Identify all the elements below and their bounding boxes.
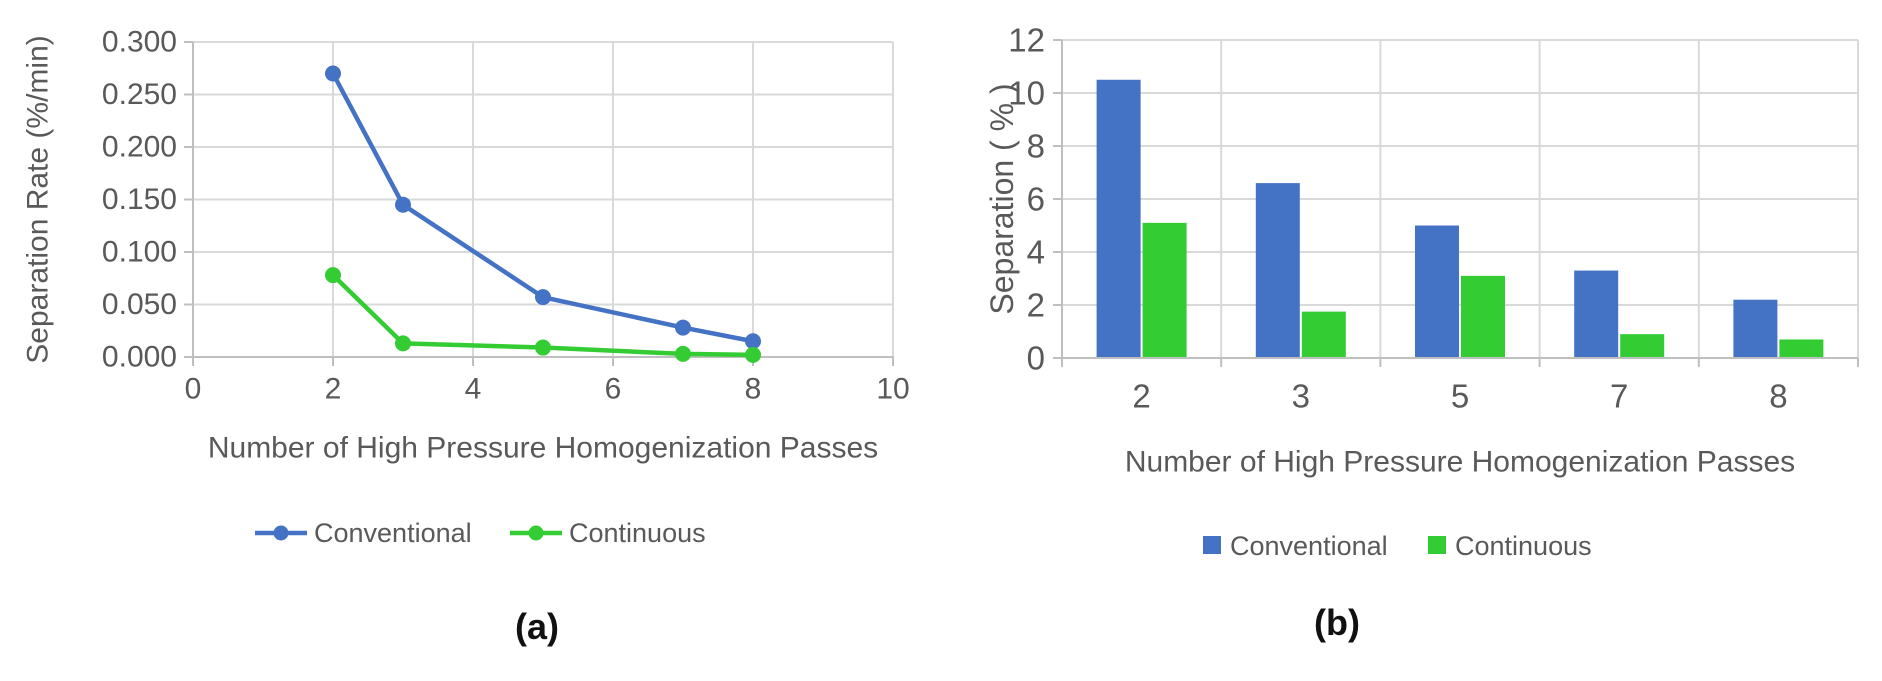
legend-marker-point [273, 525, 289, 541]
y-tick-label: 0 [1027, 340, 1045, 377]
data-point-conventional [535, 289, 551, 306]
bar-continuous-5 [1461, 275, 1505, 358]
x-tick-label: 8 [1769, 378, 1787, 415]
y-tick-label: 2 [1027, 287, 1045, 324]
x-tick-label: 2 [325, 373, 342, 406]
data-point-continuous [395, 335, 411, 352]
x-tick-label: 5 [1451, 378, 1469, 415]
y-tick-label: 10 [1008, 75, 1045, 112]
bar-conventional-7 [1574, 270, 1619, 358]
x-tick-label: 7 [1610, 378, 1628, 415]
x-tick-label: 8 [745, 373, 762, 406]
data-point-conventional [325, 65, 341, 82]
y-tick-label: 6 [1027, 181, 1045, 218]
bar-continuous-7 [1620, 334, 1665, 358]
y-tick-label: 0.050 [102, 288, 177, 321]
x-axis-title: Number of High Pressure Homogenization P… [1125, 446, 1795, 479]
legend-marker-point [528, 525, 544, 541]
bar-conventional-2 [1096, 79, 1141, 358]
legend-label: Continuous [569, 518, 706, 548]
y-tick-label: 8 [1027, 128, 1045, 165]
x-tick-label: 3 [1292, 378, 1310, 415]
data-point-conventional [745, 333, 761, 350]
x-tick-label: 2 [1132, 378, 1150, 415]
x-axis-title: Number of High Pressure Homogenization P… [208, 432, 878, 465]
legend: Conventional Continuous [1203, 531, 1592, 561]
legend-label: Conventional [314, 518, 472, 548]
data-point-continuous [745, 346, 761, 363]
x-tick-label: 4 [465, 373, 482, 406]
y-tick-label: 0.200 [102, 131, 177, 164]
bar-continuous-2 [1142, 222, 1187, 358]
bar-chart-separation: 0 2 4 6 8 10 12 2 3 5 7 8 Number of High Pressure Ho… [984, 22, 1859, 561]
x-tick-label: 0 [185, 373, 202, 406]
y-axis-title: Separation ( % ) [984, 83, 1020, 314]
y-tick-label: 4 [1027, 234, 1045, 271]
legend-marker-square [1428, 536, 1446, 554]
x-tick-label: 10 [876, 373, 909, 406]
data-point-continuous [675, 345, 691, 362]
x-tick-label: 6 [605, 373, 622, 406]
y-tick-label: 0.100 [102, 236, 177, 269]
caption-b: (b) [1314, 602, 1360, 643]
y-tick-label: 0.300 [102, 26, 177, 59]
legend: Conventional Continuous [255, 518, 706, 548]
data-point-continuous [535, 339, 551, 356]
y-tick-label: 12 [1008, 22, 1045, 59]
y-tick-label: 0.150 [102, 183, 177, 216]
y-axis-title: Separation Rate (%/min) [22, 35, 55, 363]
bar-conventional-3 [1255, 183, 1300, 358]
y-tick-label: 0.250 [102, 78, 177, 111]
legend-marker-square [1203, 536, 1221, 554]
data-point-conventional [395, 196, 411, 213]
bar-conventional-8 [1733, 299, 1778, 358]
bar-conventional-5 [1415, 225, 1459, 358]
legend-label: Conventional [1230, 531, 1388, 561]
line-chart-separation-rate: 0.000 0.050 0.100 0.150 0.200 0.250 0.300 0 2 4 6 8… [22, 26, 910, 549]
caption-a: (a) [515, 606, 559, 647]
y-tick-label: 0.000 [102, 341, 177, 374]
bar-continuous-8 [1779, 339, 1824, 358]
data-point-conventional [675, 319, 691, 336]
legend-label: Continuous [1455, 531, 1592, 561]
data-point-continuous [325, 267, 341, 284]
bar-continuous-3 [1301, 311, 1346, 358]
